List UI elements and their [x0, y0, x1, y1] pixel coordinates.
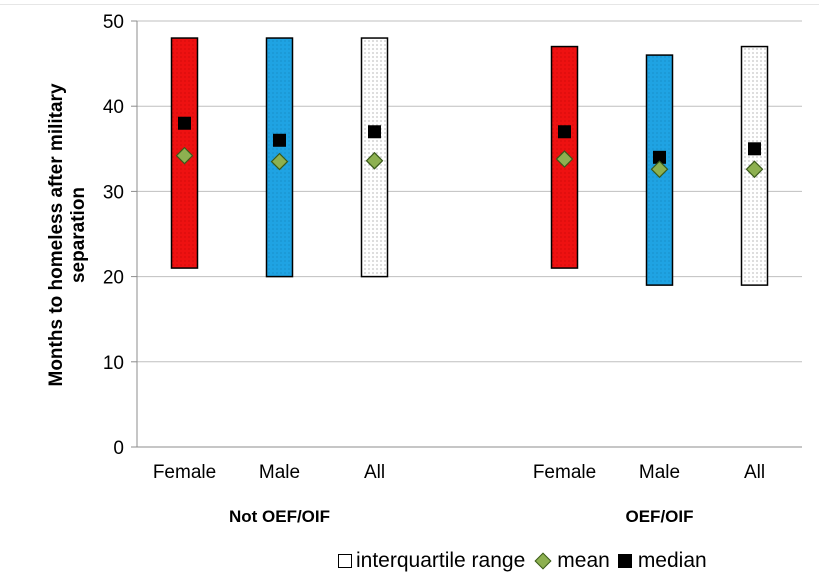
mean-diamond-icon [534, 552, 552, 570]
median-marker [368, 125, 381, 139]
legend-median-label: median [637, 549, 707, 572]
median-marker [748, 142, 761, 156]
gridlines [137, 20, 802, 363]
y-tick-label: 10 [103, 353, 124, 374]
legend-item-iqr: interquartile range [338, 549, 525, 573]
group-label: OEF/OIF [626, 507, 694, 526]
mean-marker [175, 146, 194, 165]
mean-marker [270, 152, 289, 171]
legend-item-mean: mean [533, 549, 610, 573]
x-category-label: Male [259, 462, 300, 483]
top-rule [0, 4, 819, 5]
x-category-label: All [744, 462, 765, 483]
iqr-bar [550, 45, 579, 269]
y-tick-label: 0 [113, 438, 124, 459]
iqr-bar [265, 37, 294, 278]
median-square-icon [617, 554, 632, 568]
y-tick-label: 20 [103, 268, 124, 289]
iqr-swatch-icon [338, 554, 352, 568]
legend: interquartile range mean median [338, 548, 715, 574]
axes [131, 20, 802, 448]
y-tick-label: 40 [103, 97, 124, 118]
x-category-label: Female [533, 462, 596, 483]
median-marker [653, 150, 666, 164]
legend-mean-label: mean [557, 549, 610, 572]
y-tick-label: 30 [103, 182, 124, 203]
markers [175, 116, 764, 179]
median-marker [273, 133, 286, 147]
legend-iqr-label: interquartile range [356, 549, 526, 572]
iqr-bars [170, 37, 769, 286]
x-category-label: All [364, 462, 385, 483]
median-marker [178, 116, 191, 130]
labels: 0 10 20 30 40 50 Months to homeless after mili… [46, 12, 765, 526]
x-category-label: Female [153, 462, 216, 483]
median-marker [558, 125, 571, 139]
x-category-label: Male [639, 462, 680, 483]
mean-marker [650, 160, 669, 179]
mean-marker [555, 150, 574, 168]
y-axis-label-line: Months to homeless after military [46, 83, 67, 386]
mean-marker [745, 160, 764, 179]
legend-item-median: median [617, 549, 707, 573]
mean-marker [365, 151, 384, 170]
y-axis-label-line: separation [68, 187, 89, 283]
y-tick-label: 50 [103, 12, 124, 33]
group-label: Not OEF/OIF [229, 507, 330, 526]
y-axis-label: Months to homeless after militaryseparat… [46, 83, 89, 386]
